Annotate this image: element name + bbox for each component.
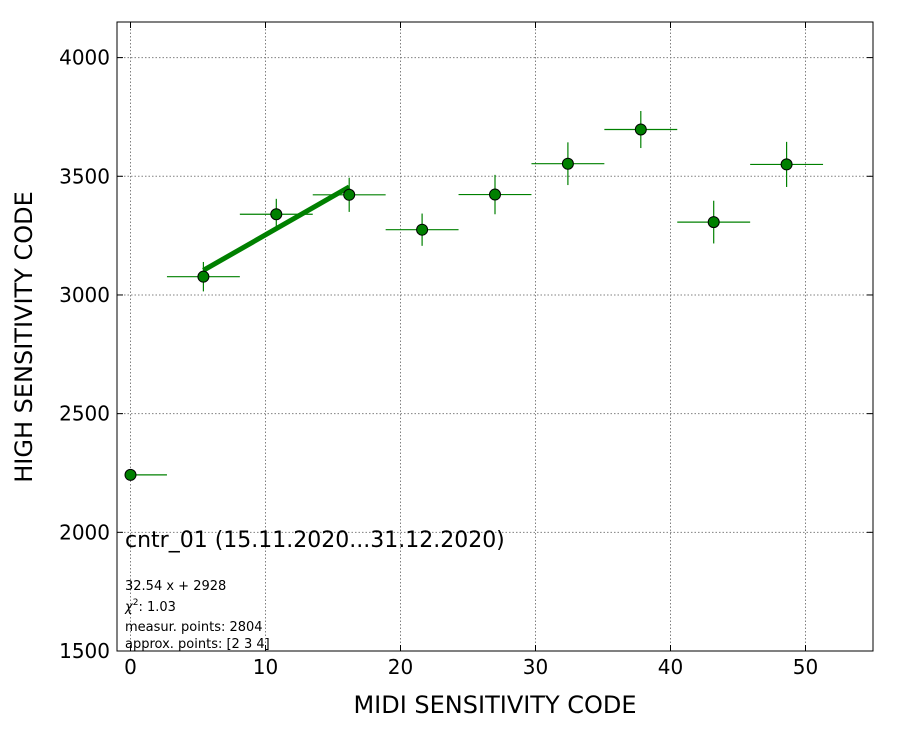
y-tick-label: 3000 (59, 283, 110, 307)
annotation-chi2: χ2: 1.03 (124, 598, 176, 615)
annotation-title: cntr_01 (15.11.2020...31.12.2020) (125, 528, 505, 553)
x-tick-label: 50 (793, 655, 818, 679)
data-point (780, 158, 793, 171)
data-point (197, 270, 210, 283)
plot-frame (116, 21, 874, 652)
tick-labels: 0 10 20 30 40 50 1500 2000 2500 3000 3500 4000 (59, 46, 818, 679)
data-point (634, 123, 647, 136)
data-point (270, 208, 283, 221)
y-tick-label: 2500 (59, 402, 110, 426)
data-point (416, 223, 429, 236)
data-points (124, 123, 793, 481)
data-point (124, 468, 137, 481)
y-tick-label: 4000 (59, 46, 110, 70)
annotation-equation: 32.54 x + 2928 (125, 579, 226, 594)
y-tick-label: 1500 (59, 639, 110, 663)
y-tick-label: 3500 (59, 164, 110, 188)
y-axis-label: HIGH SENSITIVITY CODE (10, 191, 38, 483)
data-point (343, 188, 356, 201)
plot-background (117, 22, 873, 651)
chi2-value: : 1.03 (138, 600, 175, 615)
ticks (117, 22, 873, 652)
data-point (707, 216, 720, 229)
x-tick-label: 0 (124, 655, 137, 679)
x-tick-label: 40 (658, 655, 683, 679)
x-tick-label: 10 (253, 655, 278, 679)
data-point (489, 188, 501, 201)
y-tick-label: 2000 (59, 520, 110, 544)
annotation-approx-points: approx. points: [2 3 4] (125, 637, 270, 652)
chi2-symbol: χ (124, 600, 134, 615)
x-tick-label: 30 (523, 655, 548, 679)
data-point (561, 157, 574, 170)
x-axis-label: MIDI SENSITIVITY CODE (353, 691, 636, 719)
x-tick-label: 20 (388, 655, 413, 679)
chi2-superscript: 2 (133, 598, 139, 608)
annotation-measured-points: measur. points: 2804 (125, 620, 263, 635)
